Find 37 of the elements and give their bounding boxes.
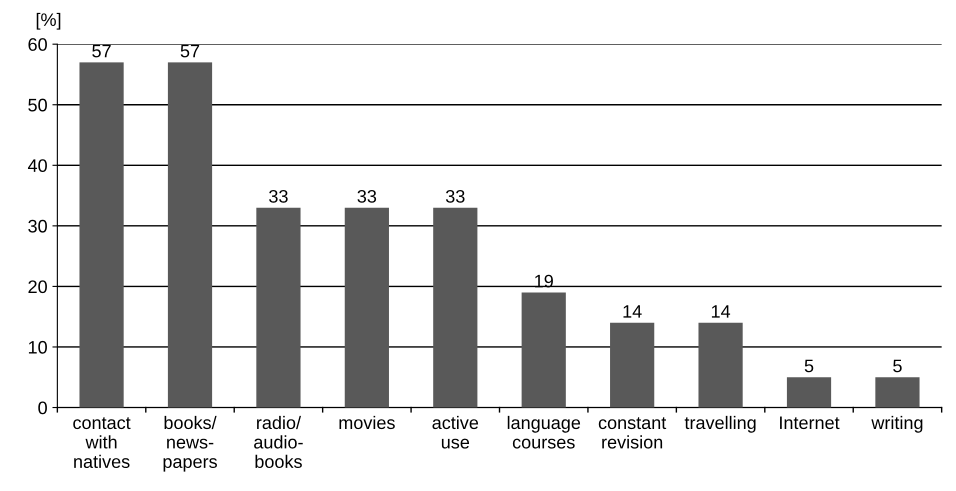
data-label: 14 (712, 305, 730, 318)
data-label: 14 (623, 305, 642, 318)
bar (344, 208, 389, 408)
x-tick-label: books/ news- papers (164, 416, 217, 472)
bar (875, 377, 920, 408)
y-axis-title: [%] (36, 12, 60, 30)
data-label: 33 (358, 190, 376, 203)
y-tick-label: 40 (28, 159, 47, 172)
data-label: 33 (446, 190, 465, 203)
bar (79, 62, 124, 408)
x-tick-label: language courses (508, 416, 580, 449)
bar (786, 377, 832, 408)
y-tick-label: 30 (28, 220, 47, 233)
bar (433, 208, 478, 408)
y-tick-label: 20 (28, 280, 47, 294)
x-tick-label: radio/ audio- books (254, 416, 303, 468)
data-label: 5 (804, 360, 814, 372)
data-label: 33 (269, 190, 288, 203)
data-label: 57 (92, 44, 111, 58)
x-tick-label: constant revision (598, 417, 666, 449)
data-label: 57 (180, 44, 200, 58)
x-tick-label: travelling (684, 416, 756, 433)
y-tick-label: 60 (28, 38, 47, 51)
y-tick-label: 10 (28, 340, 47, 354)
bar (610, 322, 654, 408)
bar (522, 292, 566, 408)
data-label: 5 (893, 360, 902, 372)
x-tick-label: active use (432, 416, 478, 449)
bar (256, 208, 301, 408)
x-tick-label: writing (871, 416, 922, 433)
bar (698, 322, 743, 408)
x-tick-label: movies (339, 416, 395, 430)
x-tick-label: Internet (780, 416, 840, 430)
y-tick-label: 50 (28, 98, 47, 112)
bar (168, 62, 212, 408)
x-tick-label: contact with natives (73, 417, 131, 468)
y-tick-label: 0 (38, 401, 47, 414)
